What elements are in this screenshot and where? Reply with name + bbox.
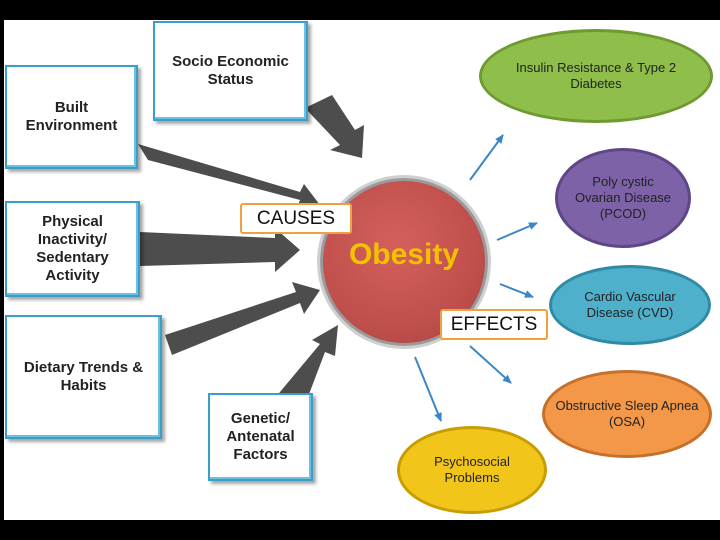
- arrow-to-pcod: [496, 222, 538, 241]
- effect-cvd: Cardio Vascular Disease (CVD): [549, 265, 711, 345]
- arrow-to-insulin: [469, 134, 504, 181]
- cause-socio-economic-status: Socio Economic Status: [153, 21, 308, 121]
- arrow-physical-inactivity: [140, 228, 300, 272]
- bottom-letterbox: [0, 520, 720, 540]
- cause-physical-inactivity-label: Physical Inactivity/ Sedentary Activity: [36, 213, 109, 284]
- arrow-to-osa: [469, 345, 512, 384]
- effect-psychosocial-label: Psychosocial Problems: [434, 454, 510, 485]
- arrow-dietary: [165, 282, 320, 355]
- cause-genetic-antenatal-label: Genetic/ Antenatal Factors: [226, 410, 295, 463]
- top-letterbox: [0, 0, 720, 20]
- effect-pcod-label: Poly cystic Ovarian Disease (PCOD): [574, 174, 672, 221]
- cause-built-environment: Built Environment: [5, 65, 138, 169]
- effect-osa: Obstructive Sleep Apnea (OSA): [542, 370, 712, 458]
- arrow-built-environment: [138, 144, 320, 210]
- cause-socio-economic-label: Socio Economic Status: [172, 53, 289, 88]
- effect-pcod: Poly cystic Ovarian Disease (PCOD): [555, 148, 691, 248]
- arrow-genetic: [275, 325, 338, 410]
- left-letterbox: [0, 0, 4, 540]
- effect-psychosocial: Psychosocial Problems: [397, 426, 547, 514]
- effect-osa-label: Obstructive Sleep Apnea (OSA): [555, 398, 699, 429]
- effect-cvd-label: Cardio Vascular Disease (CVD): [584, 289, 676, 320]
- arrow-socio-economic: [305, 95, 364, 158]
- arrow-to-psychosocial: [414, 356, 442, 422]
- arrow-to-cvd: [499, 283, 534, 298]
- cause-physical-inactivity: Physical Inactivity/ Sedentary Activity: [5, 201, 140, 297]
- effect-insulin-resistance: Insulin Resistance & Type 2 Diabetes: [479, 29, 713, 123]
- obesity-label: Obesity: [348, 238, 460, 271]
- effect-insulin-resistance-label: Insulin Resistance & Type 2 Diabetes: [515, 60, 677, 91]
- cause-dietary-trends-label: Dietary Trends & Habits: [23, 359, 144, 394]
- effects-tag: EFFECTS: [440, 309, 548, 340]
- cause-genetic-antenatal: Genetic/ Antenatal Factors: [208, 393, 313, 481]
- causes-tag: CAUSES: [240, 203, 352, 234]
- cause-built-environment-label: Built Environment: [25, 99, 118, 134]
- cause-dietary-trends: Dietary Trends & Habits: [5, 315, 162, 439]
